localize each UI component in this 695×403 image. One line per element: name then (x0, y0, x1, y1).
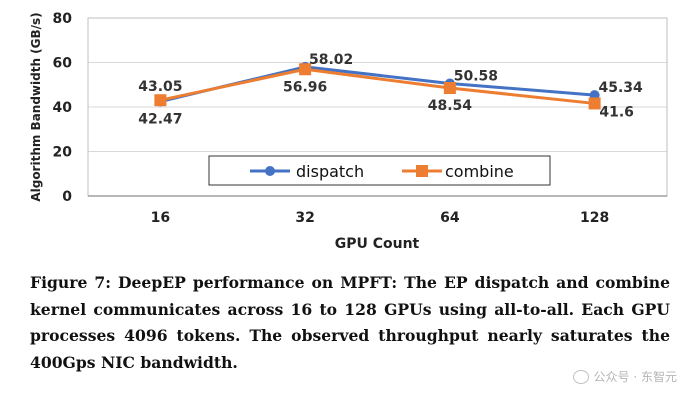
y-axis-label: Algorithm Bandwidth (GB/s) (29, 12, 43, 201)
y-tick-label-40: 40 (53, 100, 73, 116)
data-label-combine-128: 41.6 (599, 104, 634, 120)
y-tick-label-80: 80 (53, 11, 73, 27)
data-label-dispatch-64: 50.58 (454, 68, 498, 84)
chart: 42.4743.0558.0256.9650.5848.5445.3441.6 … (29, 11, 668, 252)
x-tick-label-32: 32 (295, 210, 314, 226)
data-label-dispatch-128: 45.34 (598, 80, 643, 96)
axes (87, 17, 668, 197)
series-line-combine (160, 67, 595, 105)
y-tick-label-60: 60 (53, 56, 73, 72)
series-markers (154, 61, 601, 110)
x-tick-label-128: 128 (580, 210, 609, 226)
data-label-dispatch-32: 58.02 (309, 52, 353, 68)
wechat-icon (572, 369, 589, 384)
data-label-combine-64: 48.54 (428, 98, 473, 114)
point-combine-128 (588, 97, 601, 110)
y-tick-label-0: 0 (62, 189, 72, 205)
legend: dispatch combine (208, 155, 551, 186)
data-label-combine-16: 43.05 (138, 79, 182, 95)
watermark-text: 公众号 · 东智元 (593, 370, 677, 384)
legend-dispatch-marker (265, 166, 275, 176)
data-label-dispatch-16: 42.47 (138, 112, 182, 128)
series-lines (160, 65, 595, 105)
x-axis-label: GPU Count (335, 236, 420, 252)
point-combine-32 (299, 63, 312, 76)
point-combine-64 (443, 81, 456, 94)
y-tick-label-20: 20 (53, 145, 73, 161)
point-combine-16 (154, 94, 167, 107)
x-tick-label-16: 16 (151, 210, 170, 226)
data-label-combine-32: 56.96 (283, 79, 327, 95)
figure-caption: Figure 7: DeepEP performance on MPFT: Th… (30, 273, 670, 372)
data-labels: 42.47 43.05 58.02 56.96 50.58 48.54 45.34 41.6 (138, 52, 643, 128)
legend-combine-marker (416, 165, 428, 177)
x-tick-label-64: 64 (440, 210, 460, 226)
x-tick-labels: 16 32 64 128 (151, 210, 610, 226)
legend-dispatch-label: dispatch (296, 162, 364, 181)
watermark: 公众号 · 东智元 (572, 368, 677, 385)
legend-combine-label: combine (445, 162, 514, 181)
y-tick-labels: 0 20 40 60 80 (53, 11, 73, 205)
